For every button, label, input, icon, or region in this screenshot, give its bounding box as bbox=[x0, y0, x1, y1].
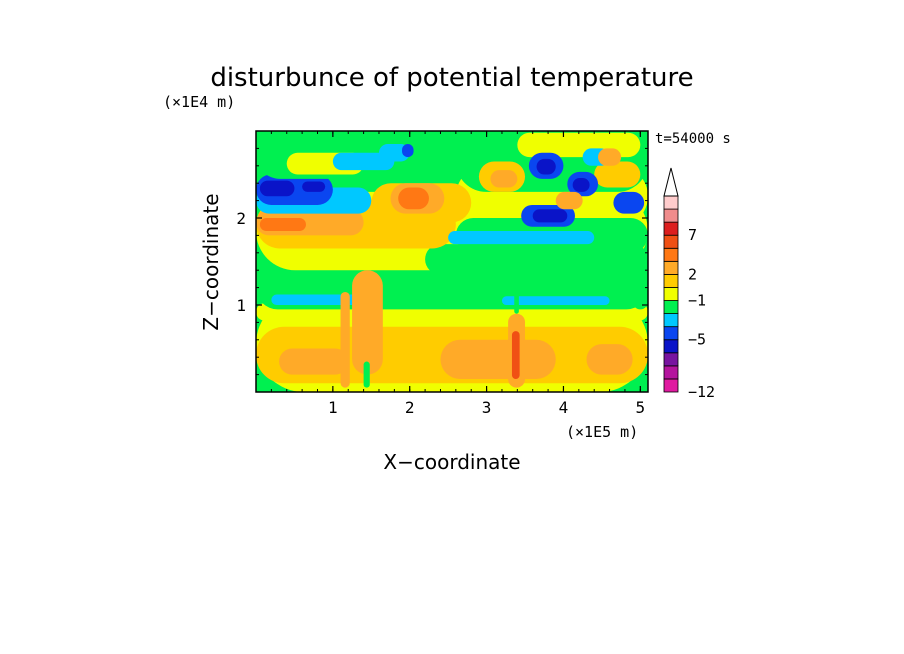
contour-region-40 bbox=[613, 191, 645, 214]
contour-region-20 bbox=[302, 181, 326, 192]
contour-region-26 bbox=[398, 187, 429, 210]
colorbar-level-7 bbox=[663, 287, 679, 301]
contour-region-3 bbox=[279, 348, 349, 375]
contour-region-49 bbox=[352, 270, 383, 375]
contour-region-28 bbox=[402, 144, 414, 158]
colorbar-level-3 bbox=[663, 339, 679, 354]
contour-region-50 bbox=[363, 361, 370, 388]
colorbar-level-5 bbox=[663, 313, 679, 328]
colorbar-level-14 bbox=[663, 195, 679, 210]
colorbar-level-2 bbox=[663, 352, 679, 367]
contour-region-46 bbox=[511, 331, 520, 379]
contour-region-42 bbox=[555, 191, 583, 210]
x-tick-label-1: 2 bbox=[405, 398, 415, 417]
contour-region-8 bbox=[501, 296, 610, 305]
plot-frame bbox=[255, 130, 649, 393]
colorbar-label-4: −12 bbox=[688, 383, 715, 401]
y-unit-label: (×1E4 m) bbox=[163, 93, 235, 111]
colorbar-level-12 bbox=[663, 221, 679, 236]
contour-region-47 bbox=[514, 283, 519, 314]
y-tick-label-0: 1 bbox=[236, 296, 246, 315]
contour-region-27 bbox=[378, 144, 410, 162]
contour-region-16 bbox=[448, 231, 595, 245]
x-axis: 1 2 3 4 5 bbox=[270, 131, 645, 417]
colorbar-level-8 bbox=[663, 273, 679, 288]
x-unit-label: (×1E5 m) bbox=[566, 423, 638, 441]
contour-region-33 bbox=[517, 132, 641, 158]
y-axis: 12 bbox=[236, 147, 648, 376]
y-tick-label-1: 2 bbox=[236, 209, 246, 228]
contour-region-35 bbox=[532, 209, 568, 223]
colorbar-level-9 bbox=[663, 260, 679, 275]
contour-region-39 bbox=[572, 177, 590, 192]
colorbar-level-6 bbox=[663, 300, 679, 314]
contour-region-32 bbox=[594, 161, 641, 188]
contour-region-31 bbox=[490, 170, 518, 188]
colorbar-label-1: 2 bbox=[688, 265, 697, 283]
colorbar-level-1 bbox=[663, 365, 679, 380]
contour-region-2 bbox=[440, 339, 556, 379]
time-label: t=54000 s bbox=[655, 131, 731, 147]
contour-region-23 bbox=[332, 152, 395, 171]
colorbar-label-0: 7 bbox=[688, 226, 697, 244]
contour-region-4 bbox=[586, 344, 633, 375]
x-tick-label-0: 1 bbox=[328, 398, 338, 417]
contour-region-19 bbox=[259, 180, 295, 197]
contour-region-44 bbox=[632, 287, 648, 310]
colorbar-extend-arrow bbox=[663, 167, 679, 197]
contour-fields bbox=[256, 131, 648, 392]
contour-region-43 bbox=[598, 148, 622, 166]
y-axis-label: Z−coordinate bbox=[199, 193, 223, 330]
colorbar-level-10 bbox=[663, 247, 679, 262]
colorbar: 7 2 −1 −5 −12 bbox=[663, 167, 715, 401]
x-axis-label: X−coordinate bbox=[383, 450, 520, 474]
contour-region-13 bbox=[259, 218, 306, 232]
colorbar-level-13 bbox=[663, 208, 679, 223]
colorbar-level-4 bbox=[663, 326, 679, 341]
x-tick-label-4: 5 bbox=[635, 398, 645, 417]
x-tick-label-2: 3 bbox=[482, 398, 492, 417]
colorbar-level-11 bbox=[663, 234, 679, 249]
contour-region-37 bbox=[536, 158, 556, 175]
colorbar-label-2: −1 bbox=[688, 292, 706, 310]
contour-region-48 bbox=[340, 291, 350, 388]
colorbar-level-0 bbox=[663, 378, 679, 393]
plot-area bbox=[256, 131, 648, 392]
chart-title: disturbunce of potential temperature bbox=[210, 63, 693, 93]
colorbar-label-3: −5 bbox=[688, 331, 706, 349]
x-tick-label-3: 4 bbox=[559, 398, 569, 417]
